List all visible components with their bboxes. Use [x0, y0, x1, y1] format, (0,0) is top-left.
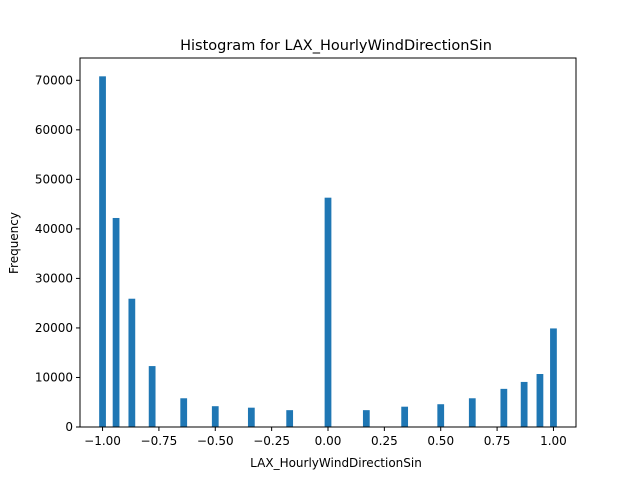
chart-title: Histogram for LAX_HourlyWindDirectionSin: [180, 38, 492, 54]
histogram-bar-9: [362, 410, 370, 427]
x-tick-label: −1.00: [84, 434, 121, 448]
x-tick-label: −0.75: [141, 434, 178, 448]
plot-frame: [79, 57, 577, 428]
x-axis-label: LAX_HourlyWindDirectionSin: [250, 456, 422, 470]
histogram-bar-14: [520, 381, 528, 427]
histogram-bar-11: [437, 404, 445, 427]
y-tick-label: 0: [65, 420, 73, 434]
x-tick-label: −0.50: [197, 434, 234, 448]
histogram-bar-10: [401, 406, 409, 427]
histogram-bar-2: [128, 298, 136, 427]
x-tick-label: 0.75: [484, 434, 511, 448]
histogram-bar-12: [468, 398, 476, 427]
y-axis-label: Frequency: [7, 212, 21, 274]
histogram-bar-15: [536, 374, 544, 427]
y-tick-label: 60000: [35, 123, 73, 137]
histogram-bar-8: [324, 197, 332, 427]
y-tick-label: 30000: [35, 271, 73, 285]
histogram-bar-6: [247, 407, 255, 427]
histogram-bar-0: [99, 76, 106, 427]
histogram-bar-13: [500, 388, 508, 427]
histogram-bar-4: [180, 398, 188, 427]
y-tick-label: 70000: [35, 73, 73, 87]
histogram-bar-5: [211, 406, 219, 427]
histogram-bar-1: [112, 217, 120, 427]
x-tick-label: −0.25: [253, 434, 290, 448]
x-tick-label: 0.25: [371, 434, 398, 448]
y-tick-label: 40000: [35, 222, 73, 236]
x-tick-label: 0.00: [315, 434, 342, 448]
y-tick-label: 20000: [35, 321, 73, 335]
y-axis-ticks: 0 10000 20000 30000 40000 50000 60000 70000: [35, 73, 80, 434]
x-axis-ticks: −1.00 −0.75 −0.50 −0.25 0.00 0.25 0.50 0.75 1.00: [84, 427, 567, 448]
histogram-bar-3: [148, 366, 156, 427]
histogram-bar-7: [286, 410, 294, 427]
bars-group: [99, 76, 557, 427]
x-tick-label: 0.50: [427, 434, 454, 448]
y-tick-label: 10000: [35, 370, 73, 384]
histogram-bar-16: [550, 328, 557, 427]
y-tick-label: 50000: [35, 172, 73, 186]
x-tick-label: 1.00: [540, 434, 567, 448]
